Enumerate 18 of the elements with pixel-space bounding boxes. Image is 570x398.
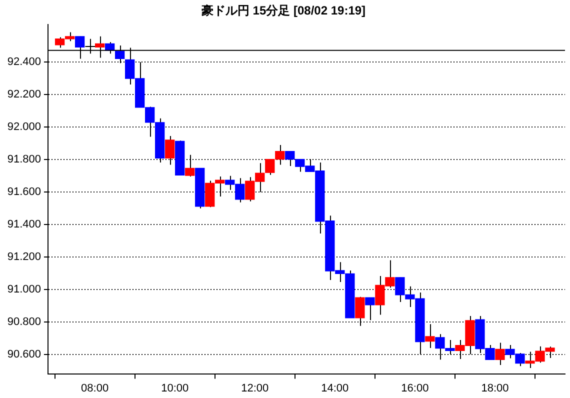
y-tick-label: 92.400 xyxy=(7,56,41,68)
x-tick-label: 10:00 xyxy=(161,382,189,394)
y-tick-label: 91.200 xyxy=(7,250,41,263)
x-tick-label: 08:00 xyxy=(81,382,109,394)
x-tick-label: 18:00 xyxy=(481,382,509,394)
y-tick-label: 91.800 xyxy=(7,153,41,166)
y-tick-label: 91.600 xyxy=(7,186,41,198)
chart-title: 豪ドル円 15分足 [08/02 19:19] xyxy=(200,4,366,18)
x-tick-label: 16:00 xyxy=(401,382,429,394)
y-tick-label: 90.600 xyxy=(7,348,41,360)
x-tick-label: 14:00 xyxy=(321,382,349,394)
y-tick-label: 90.800 xyxy=(7,316,41,328)
y-tick-label: 91.000 xyxy=(7,283,41,296)
x-tick-label: 12:00 xyxy=(241,382,269,394)
y-tick-label: 92.200 xyxy=(7,88,41,100)
y-tick-label: 91.400 xyxy=(7,218,41,230)
y-tick-label: 92.000 xyxy=(7,120,41,133)
candlestick xyxy=(495,342,505,366)
